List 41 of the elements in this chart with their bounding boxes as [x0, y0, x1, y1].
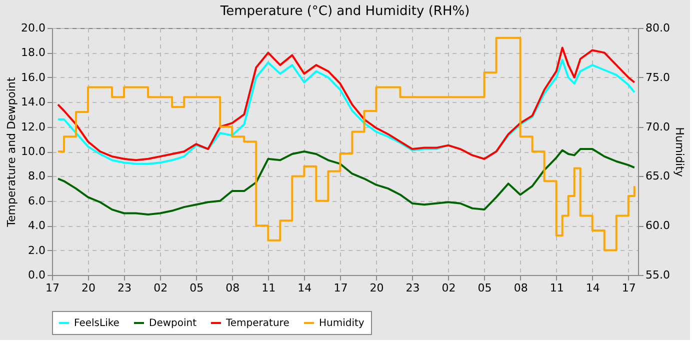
y-tick-label: 0.0: [28, 268, 46, 282]
y2-tick-label: 75.0: [646, 70, 670, 84]
x-tick-label: 23: [406, 282, 420, 294]
y-tick-label: 16.0: [21, 70, 46, 84]
y-tick-label: 8.0: [28, 170, 46, 183]
y2-tick-label: 80.0: [646, 22, 670, 34]
x-tick-label: 14: [586, 282, 600, 294]
x-tick-label: 20: [370, 282, 384, 294]
x-tick-label: 20: [82, 282, 96, 294]
x-tick-label: 02: [442, 282, 456, 294]
x-tick-label: 17: [46, 282, 60, 294]
y2-tick-label: 55.0: [646, 268, 670, 282]
y-tick-label: 4.0: [28, 219, 46, 232]
chart-title: Temperature (°C) and Humidity (RH%): [219, 4, 470, 19]
y2-axis-title: Humidity: [672, 127, 686, 178]
legend-label: Humidity: [319, 318, 364, 329]
y2-tick-label: 70.0: [646, 120, 670, 134]
x-tick-label: 02: [154, 282, 168, 294]
y-tick-label: 14.0: [21, 96, 46, 109]
y-tick-label: 18.0: [21, 46, 46, 60]
y-tick-label: 12.0: [21, 120, 46, 134]
x-tick-label: 11: [550, 282, 564, 294]
y-tick-label: 2.0: [28, 244, 46, 257]
x-tick-label: 17: [334, 282, 348, 294]
x-tick-label: 14: [298, 282, 312, 294]
x-tick-label: 08: [226, 282, 240, 294]
legend-label: FeelsLike: [74, 318, 120, 329]
y2-tick-label: 65.0: [646, 170, 670, 183]
x-tick-label: 05: [478, 282, 492, 294]
legend-label: Temperature: [225, 318, 290, 329]
x-tick-label: 17: [622, 282, 636, 294]
x-tick-label: 08: [514, 282, 528, 294]
legend-label: Dewpoint: [149, 318, 197, 329]
y2-tick-label: 60.0: [646, 219, 670, 232]
y-tick-label: 6.0: [28, 194, 46, 208]
y-tick-label: 10.0: [21, 145, 46, 158]
x-tick-label: 23: [118, 282, 132, 294]
y-axis-title: Temperature and Dewpoint: [5, 76, 18, 228]
x-tick-label: 11: [262, 282, 276, 294]
x-tick-label: 05: [190, 282, 204, 294]
y-tick-label: 20.0: [21, 22, 46, 34]
